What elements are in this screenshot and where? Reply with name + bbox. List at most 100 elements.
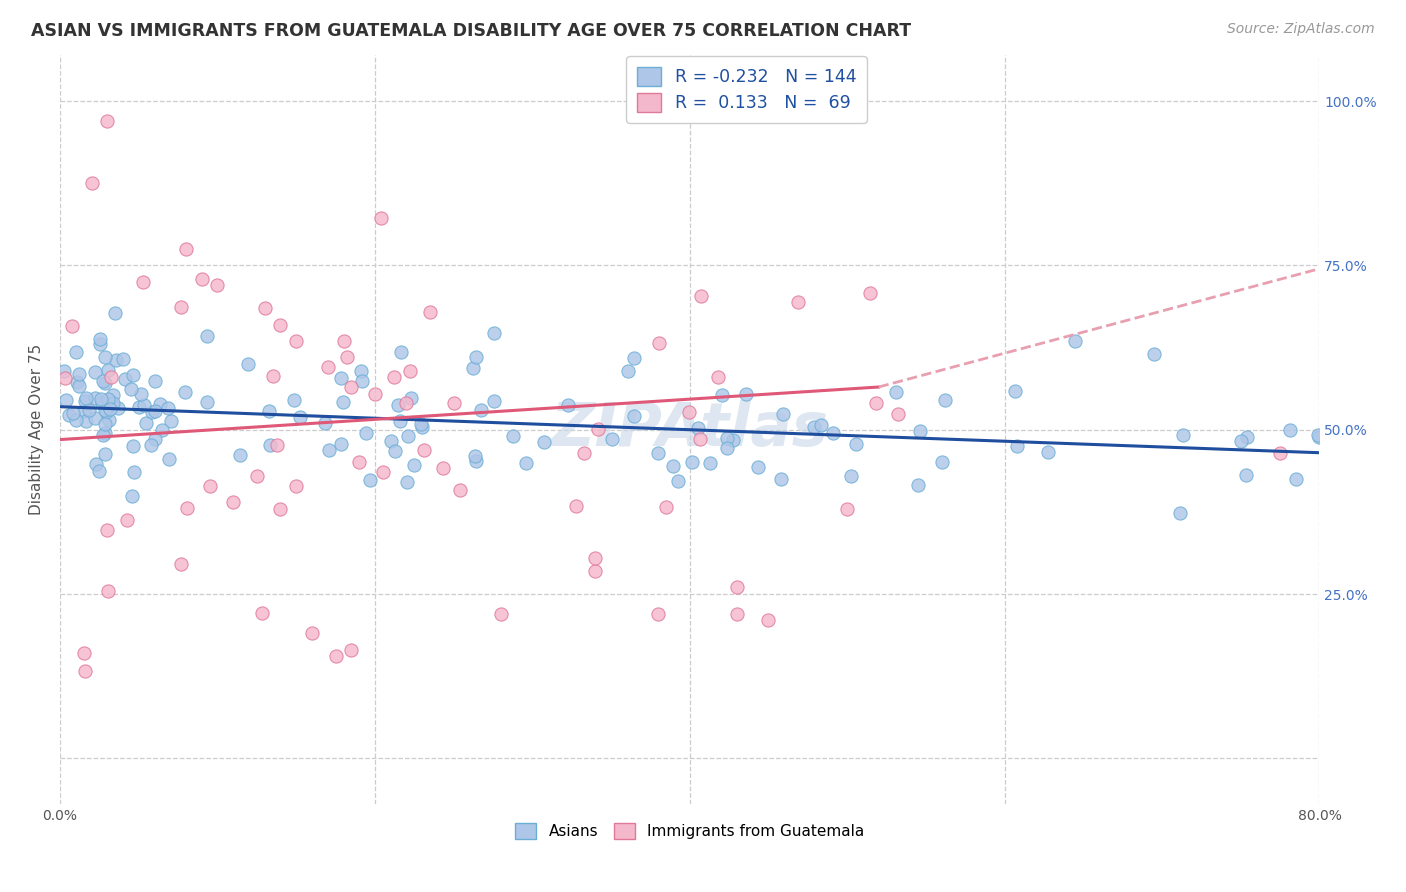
Point	[716, 431, 738, 445]
Point	[269, 318, 291, 332]
Point	[359, 474, 381, 488]
Point	[124, 466, 146, 480]
Point	[100, 369, 122, 384]
Point	[259, 438, 281, 452]
Point	[1064, 334, 1087, 348]
Point	[122, 439, 145, 453]
Point	[347, 455, 370, 469]
Point	[373, 466, 395, 480]
Point	[105, 353, 128, 368]
Point	[266, 437, 288, 451]
Point	[419, 305, 441, 319]
Point	[98, 413, 121, 427]
Point	[396, 429, 419, 443]
Point	[128, 401, 150, 415]
Text: Source: ZipAtlas.com: Source: ZipAtlas.com	[1227, 22, 1375, 37]
Point	[207, 278, 229, 293]
Point	[686, 421, 709, 435]
Point	[229, 448, 252, 462]
Point	[839, 469, 862, 483]
Point	[382, 370, 405, 384]
Point	[262, 368, 284, 383]
Point	[66, 375, 89, 389]
Point	[73, 394, 96, 409]
Point	[55, 370, 77, 384]
Point	[174, 242, 197, 256]
Point	[1230, 434, 1253, 449]
Point	[725, 581, 748, 595]
Point	[336, 351, 359, 365]
Point	[931, 455, 953, 469]
Point	[93, 376, 115, 390]
Point	[283, 392, 305, 407]
Point	[132, 276, 155, 290]
Point	[654, 500, 676, 515]
Point	[285, 334, 308, 348]
Y-axis label: Disability Age Over 75: Disability Age Over 75	[30, 344, 44, 516]
Point	[489, 607, 512, 621]
Point	[810, 417, 832, 432]
Point	[1268, 446, 1291, 460]
Point	[389, 414, 412, 428]
Point	[97, 583, 120, 598]
Point	[725, 607, 748, 621]
Point	[91, 374, 114, 388]
Point	[91, 427, 114, 442]
Point	[443, 396, 465, 410]
Point	[1005, 439, 1028, 453]
Point	[114, 372, 136, 386]
Point	[803, 419, 825, 434]
Point	[80, 176, 103, 190]
Point	[122, 368, 145, 382]
Point	[617, 364, 640, 378]
Point	[62, 406, 84, 420]
Point	[647, 607, 669, 621]
Point	[55, 393, 77, 408]
Point	[865, 395, 887, 409]
Point	[583, 550, 606, 565]
Point	[758, 613, 780, 627]
Point	[1036, 444, 1059, 458]
Point	[121, 489, 143, 503]
Point	[600, 432, 623, 446]
Point	[96, 113, 118, 128]
Point	[354, 426, 377, 441]
Point	[60, 319, 83, 334]
Point	[399, 392, 422, 406]
Point	[90, 392, 112, 406]
Point	[464, 449, 486, 463]
Point	[1234, 468, 1257, 483]
Point	[301, 626, 323, 640]
Point	[787, 294, 810, 309]
Point	[1004, 384, 1026, 399]
Point	[94, 447, 117, 461]
Point	[1308, 430, 1330, 444]
Point	[101, 387, 124, 401]
Point	[1285, 472, 1308, 486]
Point	[432, 461, 454, 475]
Point	[83, 366, 105, 380]
Point	[734, 387, 756, 401]
Point	[97, 392, 120, 406]
Point	[482, 393, 505, 408]
Point	[316, 360, 339, 375]
Point	[934, 392, 956, 407]
Point	[53, 364, 76, 378]
Point	[747, 460, 769, 475]
Point	[257, 403, 280, 417]
Point	[174, 385, 197, 400]
Point	[72, 646, 94, 660]
Point	[395, 396, 418, 410]
Point	[409, 417, 432, 431]
Point	[269, 501, 291, 516]
Point	[823, 425, 845, 440]
Point	[465, 453, 488, 467]
Point	[285, 478, 308, 492]
Point	[96, 523, 118, 537]
Point	[98, 402, 121, 417]
Point	[1143, 347, 1166, 361]
Point	[75, 391, 97, 405]
Point	[195, 329, 218, 343]
Point	[141, 405, 163, 419]
Point	[647, 446, 669, 460]
